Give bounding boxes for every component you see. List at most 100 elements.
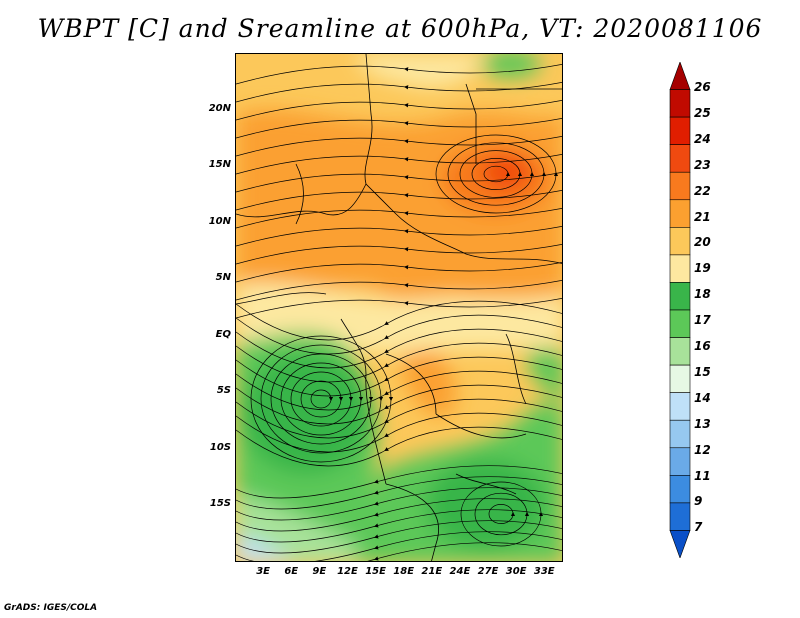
streamline (236, 370, 562, 411)
colorbar-swatch (669, 419, 691, 449)
wbpt-field (236, 54, 562, 561)
chart-title: WBPT [C] and Sreamline at 600hPa, VT: 20… (37, 14, 763, 43)
colorbar-swatch (669, 282, 691, 311)
streamline (236, 280, 562, 301)
streamline (280, 362, 364, 436)
lat-tick-label: 15N (208, 159, 231, 171)
colorbar-swatch (669, 392, 691, 421)
streamline (488, 504, 516, 524)
streamline (236, 208, 562, 229)
streamline (260, 344, 384, 454)
streamline (236, 356, 562, 397)
colorbar-swatch (669, 309, 691, 338)
streamline (236, 226, 562, 247)
streamline (236, 190, 562, 211)
lat-tick-label: 15S (209, 498, 231, 510)
streamline (459, 150, 535, 198)
lat-tick-label: EQ (215, 328, 231, 340)
colorbar-swatch (669, 62, 691, 90)
streamline (270, 353, 374, 445)
streamline (236, 531, 562, 561)
map-plot-area (235, 53, 563, 562)
streamline (460, 481, 544, 547)
colorbar-label: 24 (694, 131, 711, 146)
colorbar-swatch (669, 116, 691, 145)
streamline (236, 314, 562, 355)
colorbar-swatch (669, 171, 691, 201)
streamline (300, 380, 344, 418)
streamline (236, 342, 562, 383)
streamline (236, 509, 562, 543)
colorbar-label: 16 (694, 339, 711, 353)
colorbar-label: 22 (694, 183, 711, 198)
colorbar-swatches (669, 62, 691, 558)
streamline (367, 542, 562, 561)
colorbar-label: 21 (694, 209, 711, 224)
streamline (236, 487, 562, 521)
colorbar-swatch (669, 337, 691, 366)
streamline (236, 244, 562, 265)
lon-tick-label: 30E (505, 566, 527, 577)
streamline (236, 476, 562, 510)
colorbar-swatch (669, 89, 691, 118)
lat-tick-label: 5N (215, 272, 231, 284)
streamline (310, 389, 334, 409)
colorbar-swatch (669, 530, 691, 558)
lon-tick-label: 21E (421, 566, 443, 577)
colorbar-label: 25 (694, 105, 711, 120)
streamline (236, 100, 562, 121)
colorbar-swatch (669, 447, 691, 476)
lon-tick-label: 6E (284, 566, 299, 577)
lon-tick-label: 9E (312, 566, 327, 577)
lon-tick-label: 3E (256, 566, 270, 577)
lat-tick-label: 20N (208, 102, 231, 114)
streamline (236, 262, 562, 283)
streamline (471, 158, 523, 190)
lon-tick-label: 12E (337, 566, 358, 577)
colorbar-label: 15 (694, 364, 711, 379)
streamline (435, 134, 559, 214)
lon-tick-label: 33E (533, 566, 555, 577)
streamline (236, 118, 562, 139)
lat-tick-label: 5S (216, 385, 231, 397)
lat-tick-label: 10N (208, 215, 231, 227)
colorbar-label: 20 (694, 235, 711, 250)
colorbar-label: 7 (694, 520, 703, 535)
colorbar (668, 62, 692, 558)
colorbar-label: 14 (694, 390, 711, 405)
streamline (236, 412, 562, 453)
streamline (236, 300, 562, 341)
colorbar-label: 11 (694, 468, 711, 483)
colorbar-swatch (669, 144, 691, 173)
streamlines (236, 64, 562, 561)
streamline (483, 165, 511, 183)
streamline (236, 64, 562, 85)
streamline (474, 492, 530, 536)
colorbar-label: 23 (694, 157, 711, 172)
colorbar-swatch (669, 364, 691, 393)
colorbar-label: 26 (694, 80, 711, 94)
colorbar-swatch (669, 254, 691, 283)
colorbar-label: 9 (694, 494, 703, 509)
lon-tick-label: 18E (393, 566, 415, 577)
lon-tick-label: 27E (477, 566, 499, 577)
temperature-shading (236, 54, 562, 561)
streamline (236, 298, 562, 319)
colorbar-swatch (669, 199, 691, 228)
streamline (236, 384, 562, 425)
colorbar-swatch (669, 502, 691, 531)
lat-tick-label: 10S (209, 441, 231, 453)
lon-tick-label: 24E (449, 566, 471, 577)
streamline (236, 426, 562, 467)
lon-tick-label: 15E (365, 566, 386, 577)
country-borders (236, 54, 562, 561)
streamline (236, 465, 562, 499)
colorbar-swatch (669, 475, 691, 504)
streamline (236, 172, 562, 193)
footer-credit: GrADS: IGES/COLA (4, 603, 98, 613)
streamline (290, 371, 354, 427)
colorbar-label: 12 (694, 442, 711, 457)
colorbar-label: 17 (694, 313, 711, 328)
streamline (236, 498, 562, 532)
streamline (236, 154, 562, 175)
